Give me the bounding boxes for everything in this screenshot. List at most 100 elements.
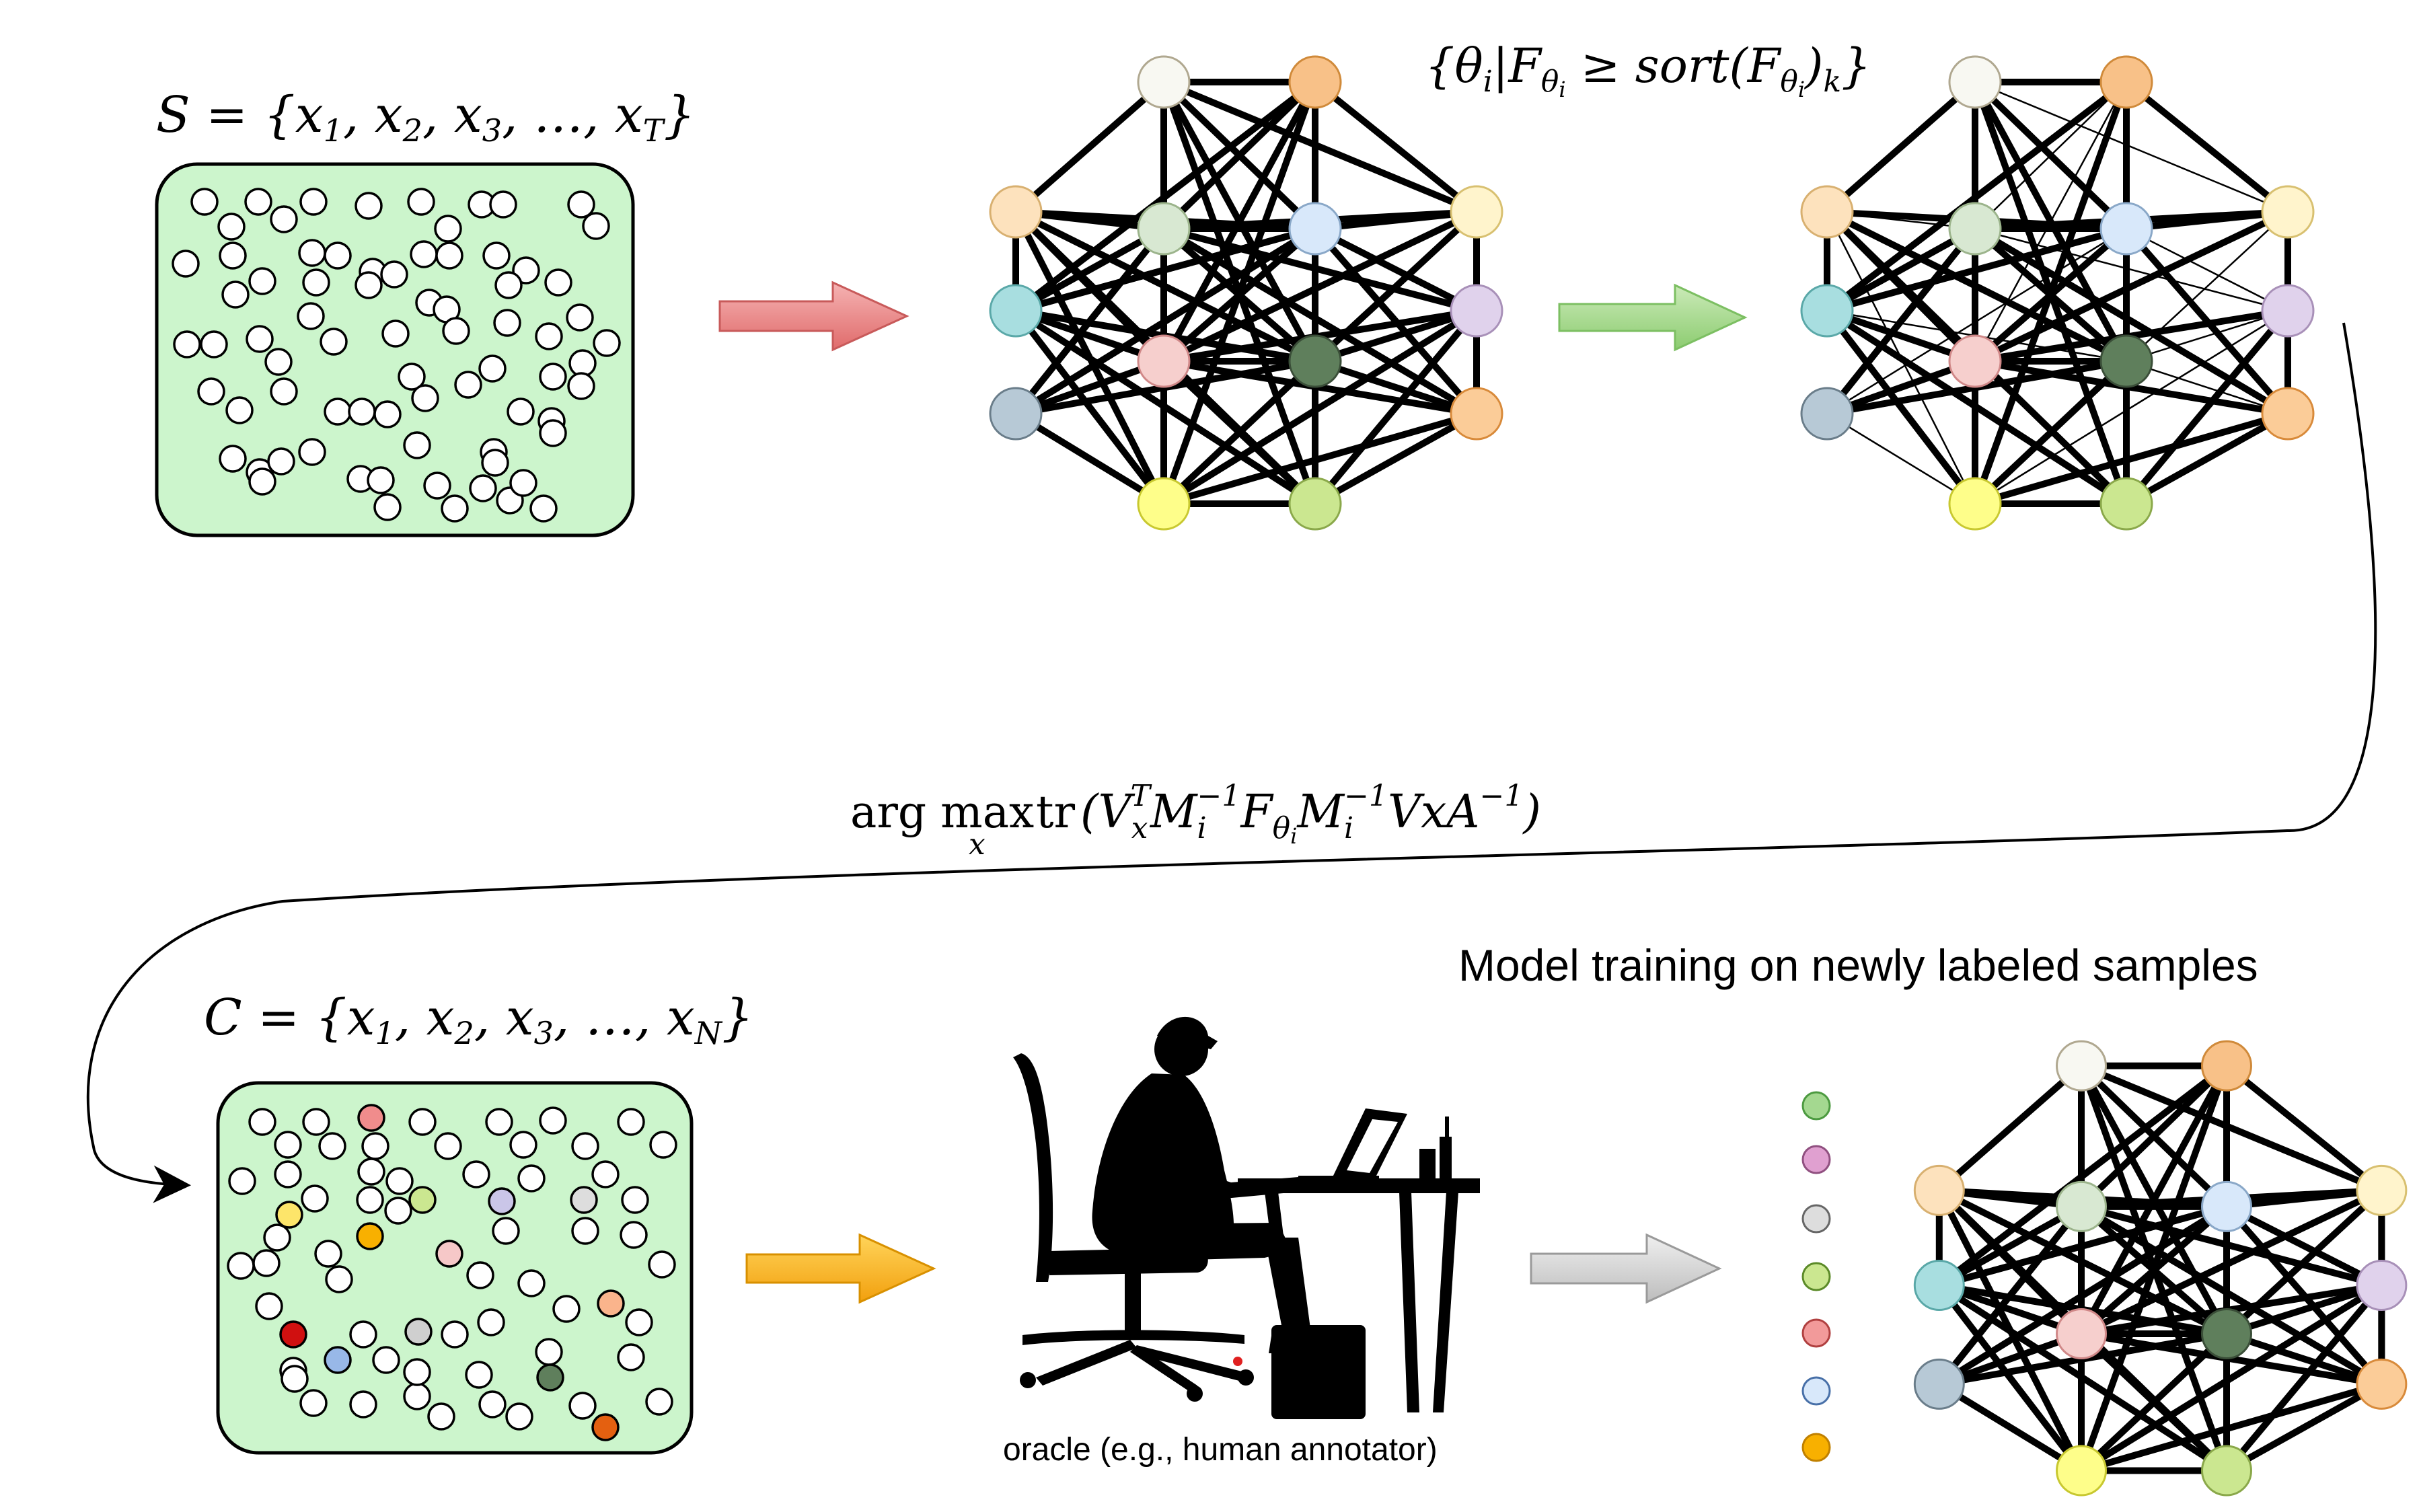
- network-edge: [1312, 308, 1479, 506]
- network-node: [1800, 284, 1854, 338]
- sample-point: [597, 1289, 625, 1318]
- sample-point: [281, 1365, 309, 1393]
- network-edge: [1824, 226, 1978, 416]
- labeled-sample: [1801, 1145, 1831, 1174]
- sample-point: [493, 309, 521, 337]
- network-edge: [1014, 410, 1166, 507]
- network-edge: [1824, 79, 2129, 313]
- sample-point: [408, 1108, 437, 1136]
- sample-point: [299, 188, 328, 216]
- network-edge: [2126, 209, 2288, 232]
- sample-point: [367, 466, 395, 494]
- network-node: [1450, 284, 1503, 338]
- network-node: [2356, 1358, 2408, 1410]
- network-node: [2201, 1308, 2252, 1359]
- sample-point: [625, 1308, 653, 1336]
- network-edge: [1826, 412, 1976, 505]
- network-node: [2056, 1040, 2107, 1092]
- sample-point: [411, 384, 439, 412]
- sample-point: [298, 239, 326, 267]
- newly-labeled-samples: [1801, 1091, 1831, 1462]
- network-node: [2201, 1445, 2252, 1497]
- network-edge: [1162, 209, 1479, 365]
- sample-point: [442, 317, 470, 345]
- sample-point: [478, 1390, 507, 1419]
- labeled-sample: [1801, 1204, 1831, 1234]
- sample-point: [320, 328, 348, 356]
- sample-point: [621, 1186, 649, 1214]
- sample-point: [219, 241, 247, 270]
- human-annotator-silhouette: [1013, 1016, 1480, 1419]
- sample-point: [361, 1132, 389, 1160]
- arrow-green: [1558, 283, 1748, 352]
- set-s-label: S = {x1, x2, x3, …, xT}: [156, 86, 696, 149]
- pool-s-box: [155, 162, 635, 537]
- sample-point: [403, 1358, 431, 1386]
- network-node: [2099, 202, 2153, 256]
- network-edge: [2126, 227, 2288, 312]
- sample-point: [489, 190, 517, 219]
- sample-point: [248, 267, 276, 295]
- network-edge: [1974, 410, 2289, 507]
- network-edge: [2124, 410, 2290, 507]
- sample-point: [302, 1108, 330, 1136]
- sample-point: [324, 398, 352, 426]
- network-node: [1800, 387, 1854, 441]
- sample-point: [301, 1184, 329, 1213]
- network-edge: [1972, 358, 2129, 506]
- network-edge: [2079, 1331, 2229, 1474]
- network-edge: [1013, 79, 1166, 215]
- network-edge: [2126, 309, 2288, 363]
- network-edge: [2225, 1330, 2383, 1388]
- sample-point: [454, 371, 482, 399]
- sample-point: [348, 398, 376, 426]
- network-edge: [1161, 358, 1318, 506]
- sample-point: [466, 1261, 494, 1289]
- network-edge: [1937, 1063, 2229, 1288]
- network-edge: [1312, 79, 1479, 215]
- sample-point: [465, 1361, 493, 1389]
- network-node: [989, 185, 1043, 239]
- sample-point: [357, 1158, 385, 1186]
- oracle-caption: oracle (e.g., human annotator): [1003, 1432, 1438, 1468]
- network-edge: [1162, 410, 1478, 507]
- sample-point: [380, 260, 408, 289]
- sample-point: [318, 1132, 346, 1160]
- network-node: [1137, 202, 1191, 256]
- sample-point: [403, 1382, 431, 1410]
- sample-point: [469, 474, 497, 502]
- sample-point: [173, 330, 201, 358]
- network-node: [989, 387, 1043, 441]
- sample-point: [217, 213, 246, 241]
- network-edge: [2080, 1381, 2383, 1474]
- sample-point: [427, 1402, 455, 1431]
- sample-point: [477, 1308, 505, 1336]
- labeled-sample: [1801, 1376, 1831, 1406]
- pool-s-samples: [172, 188, 621, 523]
- sample-point: [539, 419, 567, 447]
- sample-point: [593, 329, 621, 357]
- network-node: [2356, 1164, 2408, 1216]
- sample-point: [248, 1108, 276, 1136]
- pool-c-samples: [227, 1104, 677, 1441]
- objective-formula: arg max x tr (VxTMi−1FθiMi−1VxA−1): [850, 779, 1541, 862]
- sample-point: [385, 1167, 414, 1195]
- sample-point: [509, 469, 537, 497]
- network-edge: [1014, 225, 1166, 314]
- network-edge: [1936, 1204, 2084, 1387]
- sample-point: [478, 354, 507, 383]
- sample-point: [356, 1222, 384, 1250]
- sample-point: [435, 241, 463, 270]
- sample-point: [190, 188, 219, 216]
- network-node: [1137, 55, 1191, 109]
- network-edge: [1313, 225, 1479, 314]
- sample-point: [617, 1108, 645, 1136]
- network-edge: [1162, 225, 1478, 314]
- sample-point: [591, 1160, 620, 1188]
- network-node: [2201, 1180, 2252, 1232]
- candidate-pool-c: [216, 1081, 694, 1455]
- sample-point: [274, 1131, 302, 1159]
- network-edge: [1974, 309, 2288, 505]
- sample-point: [539, 363, 567, 391]
- network-edge: [1937, 1381, 2083, 1474]
